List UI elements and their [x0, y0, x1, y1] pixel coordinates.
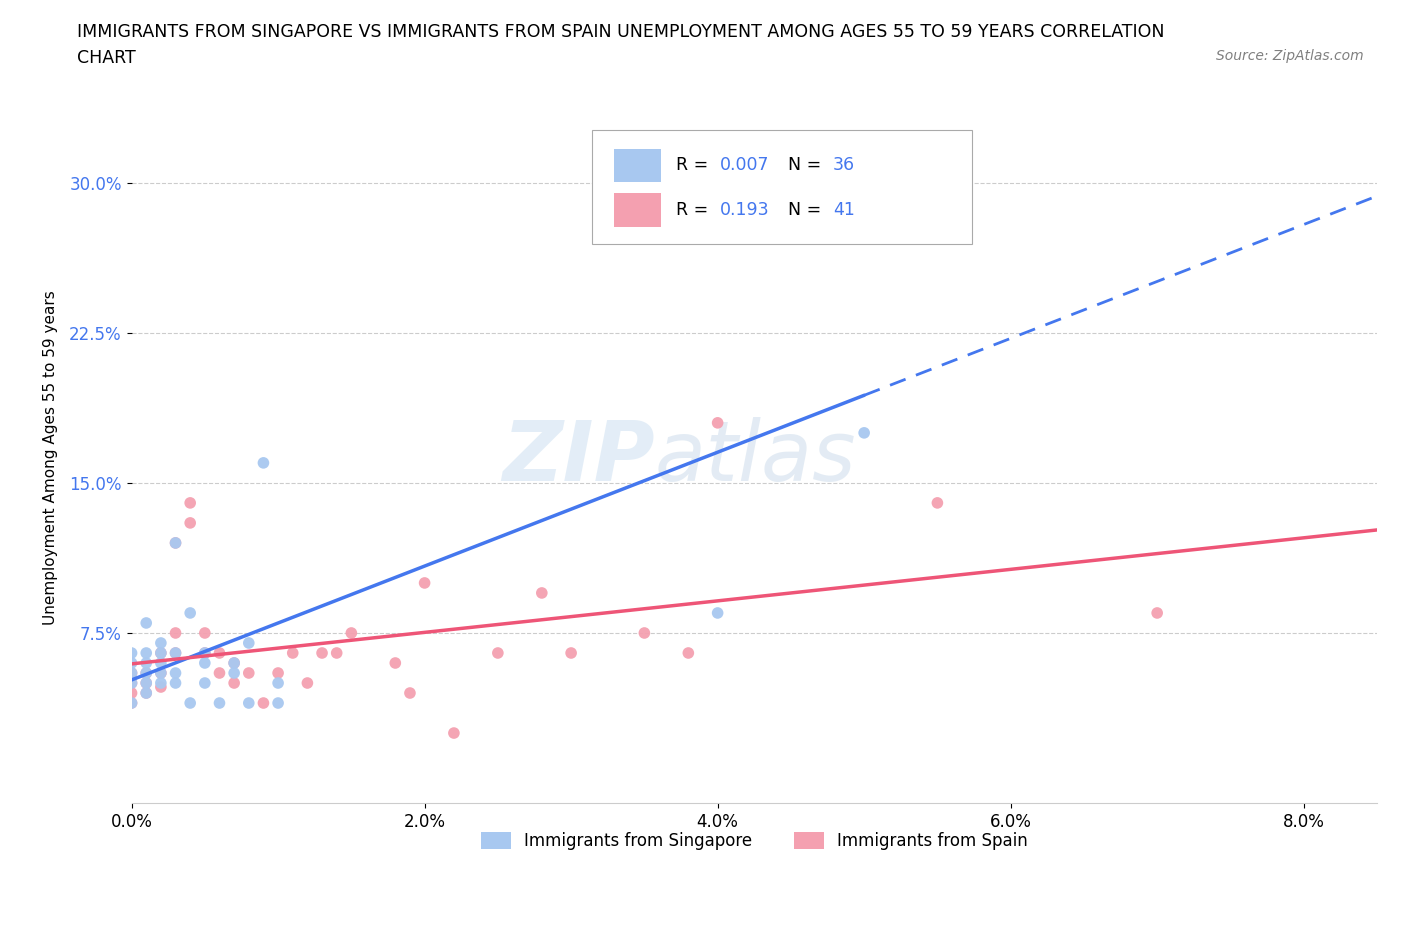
Point — [179, 496, 201, 511]
Point — [252, 696, 274, 711]
Point — [149, 656, 172, 671]
Point — [135, 666, 157, 681]
Point — [267, 696, 290, 711]
Text: N =: N = — [787, 201, 827, 219]
Point — [165, 675, 187, 690]
Point — [179, 605, 201, 620]
Text: 36: 36 — [832, 156, 855, 174]
Point — [165, 645, 187, 660]
Text: N =: N = — [787, 156, 827, 174]
Point — [149, 635, 172, 650]
Point — [165, 666, 187, 681]
Point — [194, 645, 217, 660]
Text: Source: ZipAtlas.com: Source: ZipAtlas.com — [1216, 49, 1364, 63]
Point — [560, 645, 582, 660]
Point — [238, 696, 260, 711]
Point — [135, 675, 157, 690]
Point — [208, 645, 231, 660]
Point — [633, 626, 655, 641]
Point — [194, 675, 217, 690]
Point — [853, 425, 876, 440]
Point — [340, 626, 363, 641]
Point — [927, 496, 949, 511]
Point — [1146, 605, 1168, 620]
Point — [413, 576, 436, 591]
Point — [224, 675, 246, 690]
Point — [194, 645, 217, 660]
Point — [325, 645, 347, 660]
Point — [384, 656, 406, 671]
Point — [224, 666, 246, 681]
Point — [135, 666, 157, 681]
Point — [311, 645, 333, 660]
Point — [252, 456, 274, 471]
Point — [399, 685, 422, 700]
Point — [706, 605, 728, 620]
Point — [179, 696, 201, 711]
Point — [149, 680, 172, 695]
Point — [149, 645, 172, 660]
Text: ZIP: ZIP — [502, 418, 655, 498]
Point — [194, 656, 217, 671]
Point — [267, 666, 290, 681]
FancyBboxPatch shape — [613, 193, 661, 227]
Point — [194, 626, 217, 641]
Text: IMMIGRANTS FROM SINGAPORE VS IMMIGRANTS FROM SPAIN UNEMPLOYMENT AMONG AGES 55 TO: IMMIGRANTS FROM SINGAPORE VS IMMIGRANTS … — [77, 23, 1164, 41]
FancyBboxPatch shape — [592, 130, 972, 244]
Text: R =: R = — [676, 156, 714, 174]
Point — [530, 586, 553, 601]
Point — [224, 656, 246, 671]
Point — [297, 675, 319, 690]
Text: 41: 41 — [832, 201, 855, 219]
Point — [281, 645, 304, 660]
Point — [149, 675, 172, 690]
Point — [443, 725, 465, 740]
Point — [149, 666, 172, 681]
Text: atlas: atlas — [655, 418, 856, 498]
Point — [121, 696, 143, 711]
FancyBboxPatch shape — [613, 149, 661, 181]
Point — [135, 645, 157, 660]
Point — [165, 626, 187, 641]
Point — [179, 515, 201, 530]
Point — [121, 645, 143, 660]
Point — [238, 666, 260, 681]
Point — [224, 656, 246, 671]
Point — [121, 666, 143, 681]
Point — [135, 685, 157, 700]
Point — [135, 675, 157, 690]
Point — [149, 666, 172, 681]
Point — [238, 635, 260, 650]
Point — [165, 645, 187, 660]
Point — [267, 675, 290, 690]
Point — [135, 616, 157, 631]
Point — [208, 666, 231, 681]
Point — [486, 645, 509, 660]
Point — [121, 675, 143, 690]
Point — [121, 696, 143, 711]
Point — [121, 675, 143, 690]
Point — [808, 206, 831, 220]
Legend: Immigrants from Singapore, Immigrants from Spain: Immigrants from Singapore, Immigrants fr… — [474, 826, 1035, 857]
Point — [149, 645, 172, 660]
Point — [208, 696, 231, 711]
Point — [121, 666, 143, 681]
Point — [165, 536, 187, 551]
Y-axis label: Unemployment Among Ages 55 to 59 years: Unemployment Among Ages 55 to 59 years — [44, 290, 58, 625]
Text: 0.193: 0.193 — [720, 201, 769, 219]
Point — [135, 685, 157, 700]
Point — [165, 536, 187, 551]
Text: 0.007: 0.007 — [720, 156, 769, 174]
Point — [135, 656, 157, 671]
Point — [706, 416, 728, 431]
Text: R =: R = — [676, 201, 718, 219]
Point — [678, 645, 700, 660]
Text: CHART: CHART — [77, 49, 136, 67]
Point — [121, 656, 143, 671]
Point — [121, 685, 143, 700]
